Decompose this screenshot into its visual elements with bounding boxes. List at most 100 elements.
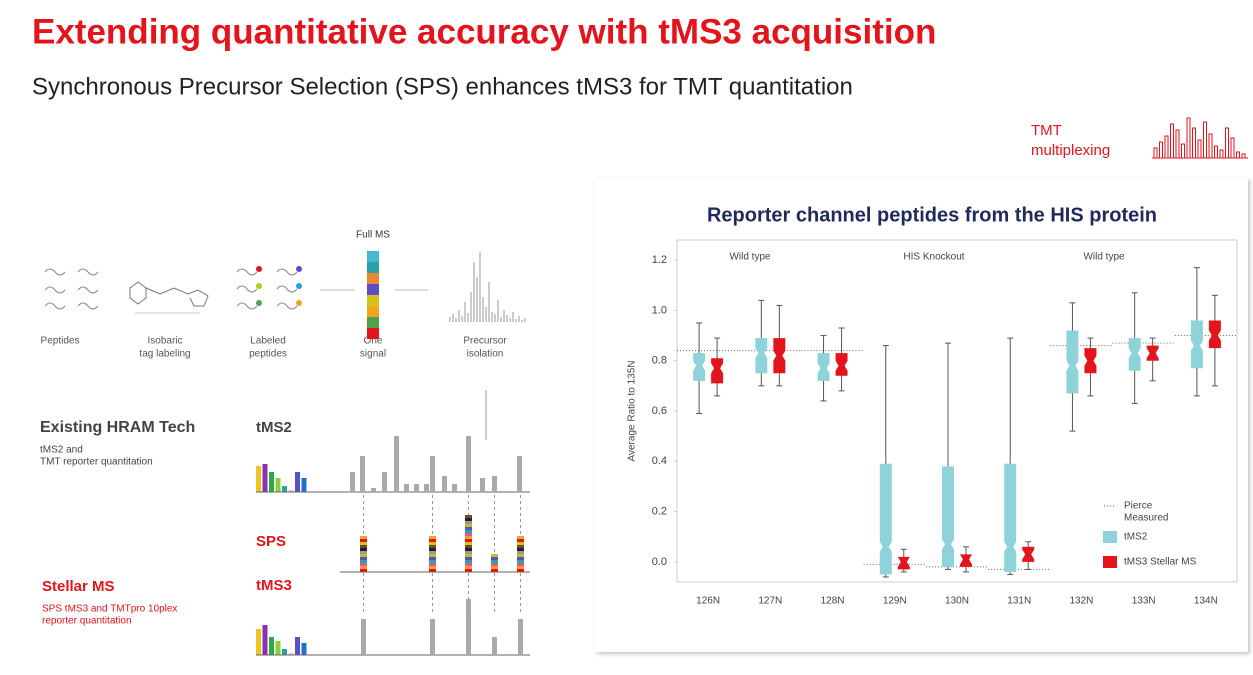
ms2-peak [430,456,435,492]
sps-stack [465,548,472,551]
tag [256,283,262,289]
reporter-bar [295,637,300,655]
chart-title: Reporter channel peptides from the HIS p… [707,204,1157,226]
section-desc: TMT reporter quantitation [40,457,153,468]
peptide [276,285,298,293]
badge-bar [1230,137,1235,159]
badge-bar [1175,129,1180,159]
reporter-bar [269,637,274,655]
x-tick-label: 128N [821,596,845,607]
reporter-bar [295,472,300,492]
box [1004,463,1017,572]
sps-stack [429,551,436,554]
signal-seg [367,306,379,317]
reporter-bar [256,629,261,655]
step-label: signal [360,349,386,360]
ms3-peak [518,619,523,655]
tag [256,266,262,272]
sps-stack [465,566,472,569]
badge-bar [1153,147,1158,159]
x-tick-label: 126N [696,596,720,607]
ms2-peak [360,456,365,492]
box [835,353,848,376]
badge-bar [1219,149,1224,159]
sps-stack [429,557,436,560]
badge-bar [1159,141,1163,159]
step-label: isolation [467,349,504,360]
reporter-bar [301,643,307,655]
box [1208,320,1221,349]
sps-stack [429,554,436,557]
peptide [77,268,99,276]
tag [296,300,302,306]
badge-bar [1203,121,1207,159]
reporter-bar [288,653,294,655]
peptide [77,286,99,294]
sps-stack [360,545,367,548]
box [960,554,972,567]
sps-stack [465,551,472,554]
step-label: peptides [249,349,287,360]
sps-stack [517,560,524,563]
peptide [44,302,66,310]
slide-subtitle: Synchronous Precursor Selection (SPS) en… [32,73,853,100]
reporter-bar [256,466,261,492]
box [897,556,910,570]
sps-stack [465,539,472,542]
badge-bar [1214,145,1218,159]
y-tick-label: 0.6 [652,405,667,417]
scan-label: SPS [256,533,286,550]
sps-stack [429,542,436,545]
sps-stack [491,560,498,563]
ms2-peak [480,478,485,492]
peptide [276,268,298,276]
legend-label: tMS2 [1124,532,1148,543]
x-tick-label: 134N [1194,596,1218,607]
box [755,338,768,374]
section-desc: SPS tMS3 and TMTpro 10plex [42,604,177,615]
sps-stack [429,539,436,542]
sps-stack [360,554,367,557]
sps-stack [360,551,367,554]
signal-seg [367,328,379,339]
ms2-peak [466,436,471,492]
reporter-bar [282,486,287,492]
x-tick-label: 130N [945,596,969,607]
box [1066,330,1079,394]
peptide [236,302,258,310]
tag [296,266,302,272]
y-tick-label: 0.2 [652,505,667,517]
x-tick-label: 129N [883,596,907,607]
ms2-peak [452,484,457,492]
scan-label: tMS2 [256,419,292,436]
sps-stack [465,518,472,521]
reporter-bar [288,490,294,492]
sps-stack [491,566,498,569]
group-label: Wild type [1083,252,1125,263]
sps-stack [491,563,498,566]
sps-stack [465,521,472,524]
sps-stack [517,536,524,539]
signal-seg [367,317,379,328]
badge-bar [1181,143,1185,159]
y-tick-label: 1.2 [652,254,667,266]
reporter-bar [262,625,268,655]
legend-label: Measured [1124,513,1168,524]
ms2-peak [414,484,419,492]
reporter-bar [275,478,281,492]
signal-seg [367,262,379,273]
peptide [236,268,258,276]
sps-stack [517,569,524,572]
step-label: Precursor [463,336,507,347]
step-label: Peptides [41,336,80,347]
sps-stack [360,569,367,572]
step-label: tag labeling [139,349,190,360]
step-label: Labeled [250,336,286,347]
badge-text: TMT [1031,122,1062,139]
sps-stack [429,566,436,569]
box [693,353,706,381]
ms2-peak [517,456,522,492]
slide-title: Extending quantitative accuracy with tMS… [32,12,936,51]
